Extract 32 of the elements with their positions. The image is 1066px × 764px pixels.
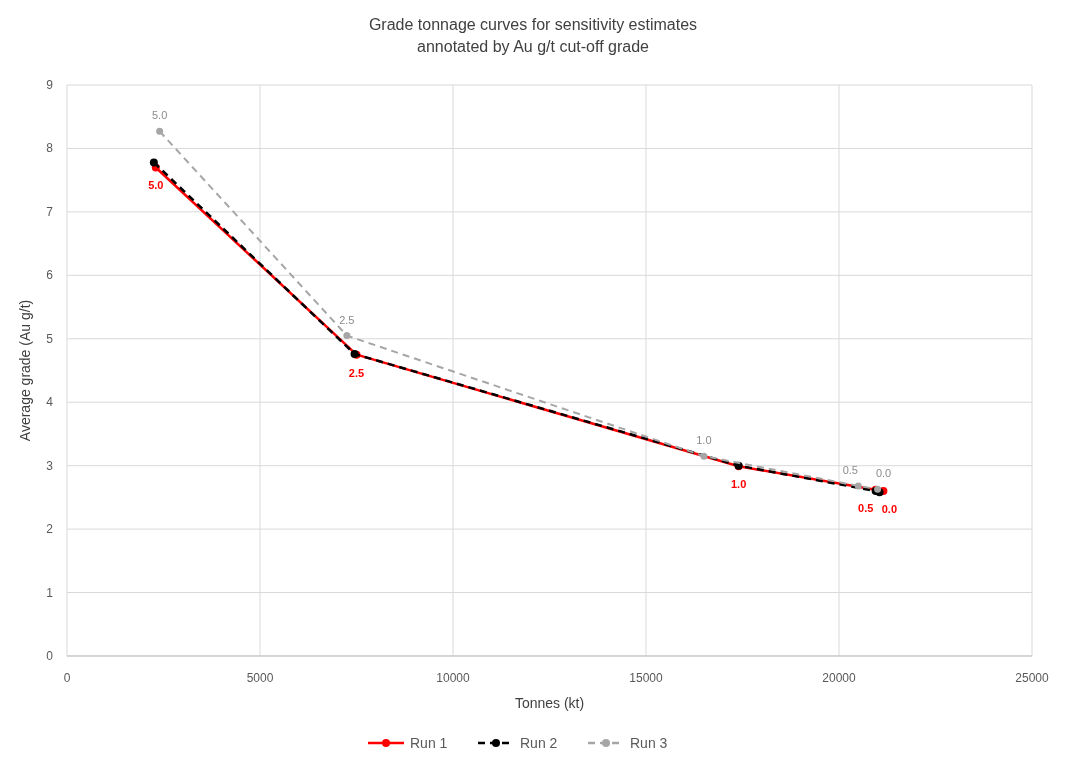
x-tick-label: 10000 <box>436 671 471 685</box>
annotation: 0.5 <box>842 463 858 476</box>
legend-label: Run 1 <box>410 735 448 751</box>
x-tick-label: 20000 <box>822 671 857 685</box>
annotation: 2.5 <box>348 366 365 379</box>
annotation: 1.0 <box>730 478 747 491</box>
annotation: 2.5 <box>339 313 355 326</box>
legend-label: Run 3 <box>630 735 668 751</box>
x-tick-label: 0 <box>63 671 71 685</box>
y-tick-label: 1 <box>46 585 54 600</box>
y-axis-title: Average grade (Au g/t) <box>17 299 33 442</box>
y-tick-label: 8 <box>46 141 54 156</box>
annotation: 0.0 <box>881 503 898 516</box>
chart-title: Grade tonnage curves for sensitivity estimates annotated by Au g/t cut-off grade <box>368 16 698 55</box>
y-tick-label: 3 <box>46 458 54 473</box>
annotation: 0.0 <box>875 467 892 480</box>
y-tick-label: 6 <box>46 268 54 283</box>
x-axis-title: Tonnes (kt) <box>514 695 585 711</box>
y-tick-label: 2 <box>46 522 54 537</box>
annotation: 0.5 <box>858 501 874 514</box>
annotation: 5.0 <box>148 179 164 192</box>
annotation: 1.0 <box>696 434 712 447</box>
y-tick-label: 0 <box>46 649 54 663</box>
y-tick-label: 7 <box>46 204 54 219</box>
x-tick-label: 25000 <box>1015 671 1050 685</box>
y-tick-label: 5 <box>46 331 54 346</box>
annotation: 5.0 <box>151 109 168 122</box>
x-tick-label: 5000 <box>246 671 274 685</box>
y-tick-label: 9 <box>46 78 54 92</box>
legend-label: Run 2 <box>520 735 558 751</box>
x-tick-label: 15000 <box>629 671 664 685</box>
y-tick-label: 4 <box>46 395 54 410</box>
